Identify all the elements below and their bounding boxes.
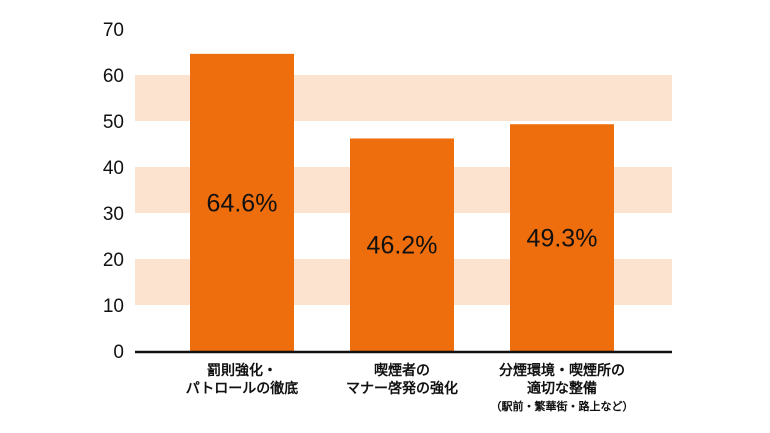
category-label: （駅前・繁華街・路上など）: [491, 399, 634, 413]
category-label: パトロールの徹底: [186, 380, 298, 397]
bar-2: [350, 138, 454, 351]
y-axis-ticks: 0 10 20 30 40 50 60 70: [103, 20, 124, 363]
data-label: 64.6%: [207, 189, 278, 217]
y-tick-label: 70: [103, 20, 124, 41]
data-label: 46.2%: [367, 232, 438, 260]
data-label: 49.3%: [527, 225, 598, 253]
y-tick-label: 50: [103, 112, 124, 133]
category-label: マナー啓発の強化: [346, 380, 458, 397]
y-tick-label: 10: [103, 296, 124, 317]
bar-3: [510, 124, 614, 351]
y-tick-label: 60: [103, 66, 124, 87]
category-label: 罰則強化・: [207, 362, 277, 379]
data-labels: 64.6% 46.2% 49.3%: [207, 189, 598, 259]
y-tick-label: 0: [113, 342, 124, 363]
category-label: 喫煙者の: [374, 362, 430, 379]
y-tick-label: 30: [103, 204, 124, 225]
y-tick-label: 40: [103, 158, 124, 179]
y-tick-label: 20: [103, 250, 124, 271]
category-label: 分煙環境・喫煙所の: [499, 362, 625, 379]
bars: [190, 53, 614, 352]
bar-1: [190, 53, 294, 352]
category-label: 適切な整備: [527, 380, 597, 397]
